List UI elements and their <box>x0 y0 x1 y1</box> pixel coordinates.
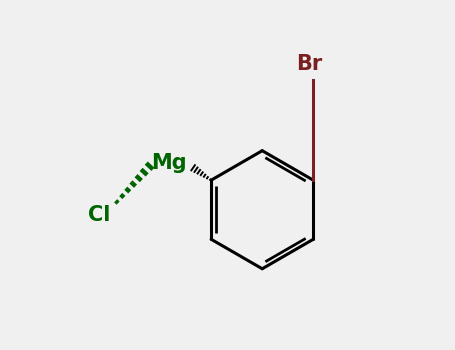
Text: Br: Br <box>296 54 322 74</box>
Text: Cl: Cl <box>88 205 110 225</box>
Text: Mg: Mg <box>151 153 186 173</box>
